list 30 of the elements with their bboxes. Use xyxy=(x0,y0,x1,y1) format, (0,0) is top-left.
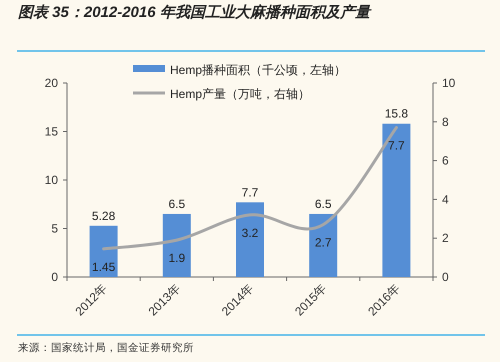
bar xyxy=(162,214,191,277)
y-tick-label: 0 xyxy=(51,270,58,284)
y-tick-label: 5 xyxy=(51,222,58,236)
y2-tick-label: 8 xyxy=(442,114,449,129)
y2-tick-label: 4 xyxy=(442,192,449,206)
data-label: 1.9 xyxy=(168,251,186,266)
data-label: 6.5 xyxy=(314,196,332,211)
data-label: 1.45 xyxy=(92,260,116,274)
bar xyxy=(309,214,338,277)
chart-title: 图表 35：2012-2016 年我国工业大麻播种面积及产量 xyxy=(18,3,372,21)
data-label: 6.5 xyxy=(168,196,186,211)
bar xyxy=(90,226,118,277)
data-label: 7.7 xyxy=(242,185,259,200)
y-tick-label: 15 xyxy=(44,124,58,138)
legend-label: Hemp播种面积（千公顷，左轴） xyxy=(170,63,346,77)
y2-tick-label: 2 xyxy=(442,231,449,246)
source-note: 来源：国家统计局，国金证券研究所 xyxy=(18,341,194,354)
y2-tick-label: 6 xyxy=(442,154,449,168)
y2-tick-label: 0 xyxy=(442,270,449,284)
y2-tick-label: 10 xyxy=(442,76,456,90)
data-label: 2.7 xyxy=(314,236,332,250)
data-label: 7.7 xyxy=(388,138,406,153)
legend-label: Hemp产量（万吨，右轴） xyxy=(170,87,310,101)
y-tick-label: 20 xyxy=(44,76,58,90)
y-tick-label: 10 xyxy=(44,173,58,187)
bar xyxy=(382,124,410,277)
data-label: 3.2 xyxy=(242,226,259,240)
data-label: 15.8 xyxy=(384,106,408,121)
data-label: 5.28 xyxy=(92,208,116,223)
bar xyxy=(236,202,264,277)
